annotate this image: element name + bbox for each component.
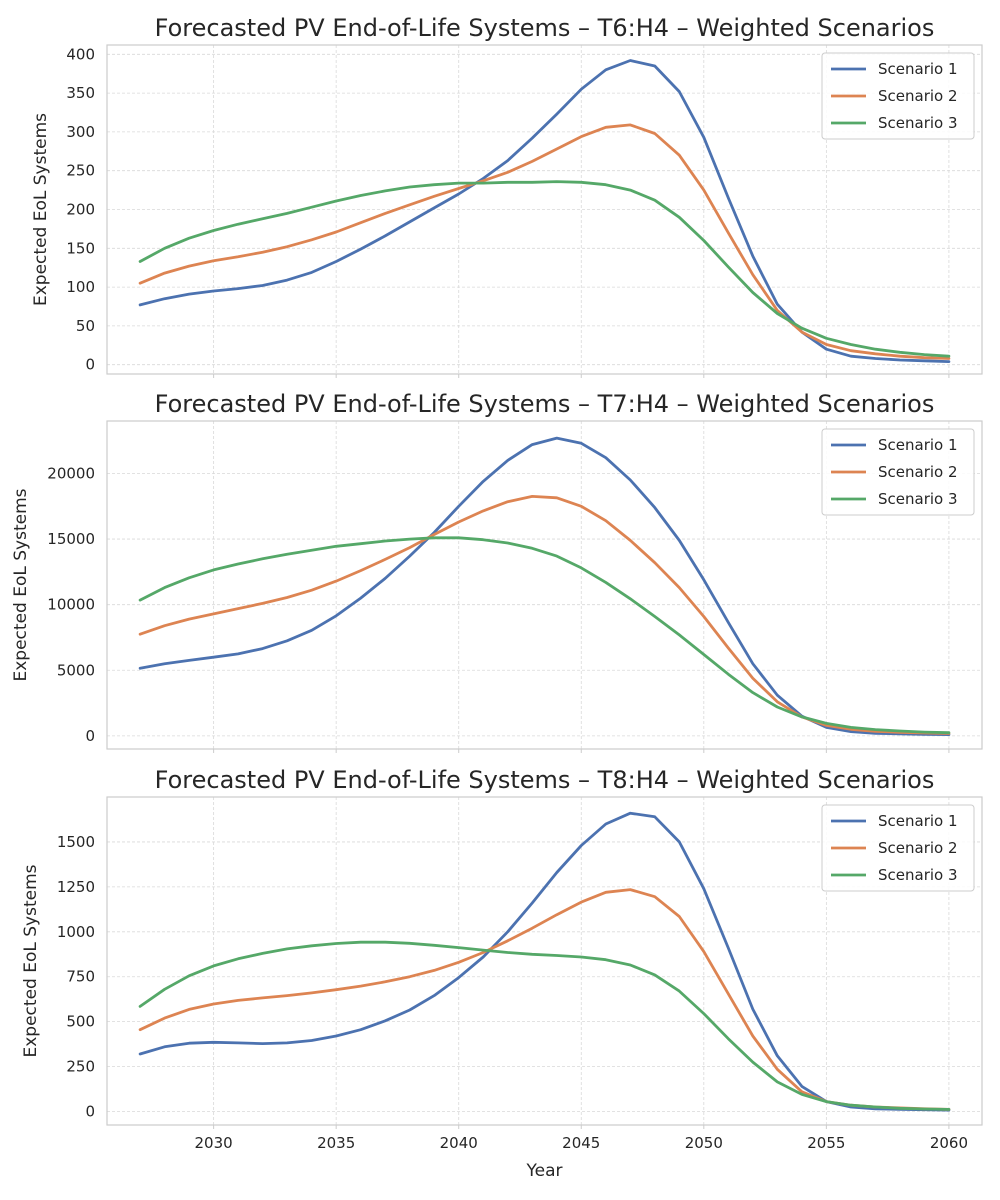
y-axis-label: Expected EoL Systems xyxy=(31,113,51,306)
legend: Scenario 1 Scenario 2 Scenario 3 xyxy=(821,52,975,140)
legend-label-3: Scenario 3 xyxy=(878,114,958,132)
chart-title: Forecasted PV End-of-Life Systems – T6:H… xyxy=(155,14,935,42)
legend-label-1: Scenario 1 xyxy=(878,812,958,830)
series-line-3 xyxy=(138,536,951,735)
axes-frame xyxy=(106,796,983,1126)
series-line-2 xyxy=(138,123,951,360)
x-tick-label: 2055 xyxy=(807,1134,845,1152)
axes-frame xyxy=(106,420,983,750)
y-tick-label: 0 xyxy=(85,727,95,745)
y-tick-label: 300 xyxy=(66,123,95,141)
y-tick-label: 150 xyxy=(66,239,95,257)
legend-label-2: Scenario 2 xyxy=(878,463,958,481)
chart-panel-3: 0 250 500 750 1000 1250 1500 2030 2035 2040 2045 20… xyxy=(21,766,983,1181)
y-tick-label: 100 xyxy=(66,278,95,296)
y-tick-label: 1500 xyxy=(57,833,95,851)
y-tick-label: 250 xyxy=(66,1058,95,1076)
x-axis-label: Year xyxy=(526,1161,563,1181)
series-line-1 xyxy=(138,811,951,1112)
legend-box xyxy=(821,428,975,516)
y-tick-label: 250 xyxy=(66,162,95,180)
y-tick-label: 10000 xyxy=(47,596,95,614)
y-tick-label: 350 xyxy=(66,84,95,102)
x-tick-label: 2040 xyxy=(440,1134,478,1152)
chart-panel-1: 0 50 100 150 200 250 300 350 400 Forecasted PV En… xyxy=(31,14,983,378)
x-tick-label: 2045 xyxy=(562,1134,600,1152)
legend-label-1: Scenario 1 xyxy=(878,60,958,78)
legend-box xyxy=(821,804,975,892)
series-line-1 xyxy=(138,59,951,364)
y-tick-label: 1250 xyxy=(57,878,95,896)
legend: Scenario 1 Scenario 2 Scenario 3 xyxy=(821,428,975,516)
y-tick-label: 20000 xyxy=(47,464,95,482)
x-tick-label: 2060 xyxy=(930,1134,968,1152)
series-line-3 xyxy=(138,180,951,358)
y-tick-label: 0 xyxy=(85,356,95,374)
y-tick-label: 400 xyxy=(66,45,95,63)
chart-title: Forecasted PV End-of-Life Systems – T7:H… xyxy=(155,390,935,418)
y-tick-label: 50 xyxy=(76,317,95,335)
y-axis-label: Expected EoL Systems xyxy=(21,864,41,1057)
legend-label-2: Scenario 2 xyxy=(878,87,958,105)
axes-frame xyxy=(106,44,983,375)
x-tick-label: 2035 xyxy=(317,1134,355,1152)
legend-label-2: Scenario 2 xyxy=(878,839,958,857)
legend-label-3: Scenario 3 xyxy=(878,490,958,508)
y-tick-label: 15000 xyxy=(47,530,95,548)
y-tick-label: 5000 xyxy=(57,661,95,679)
legend: Scenario 1 Scenario 2 Scenario 3 xyxy=(821,804,975,892)
legend-box xyxy=(821,52,975,140)
y-axis-label: Expected EoL Systems xyxy=(11,488,31,681)
chart-panel-2: 0 5000 10000 15000 20000 Forecasted PV End-of… xyxy=(11,390,983,753)
y-tick-label: 1000 xyxy=(57,923,95,941)
y-tick-label: 200 xyxy=(66,201,95,219)
y-tick-label: 0 xyxy=(85,1103,95,1121)
y-tick-label: 750 xyxy=(66,968,95,986)
legend-label-3: Scenario 3 xyxy=(878,866,958,884)
x-tick-label: 2030 xyxy=(195,1134,233,1152)
y-tick-label: 500 xyxy=(66,1013,95,1031)
series-line-3 xyxy=(138,940,951,1111)
chart-title: Forecasted PV End-of-Life Systems – T8:H… xyxy=(155,766,935,794)
legend-label-1: Scenario 1 xyxy=(878,436,958,454)
x-tick-label: 2050 xyxy=(685,1134,723,1152)
